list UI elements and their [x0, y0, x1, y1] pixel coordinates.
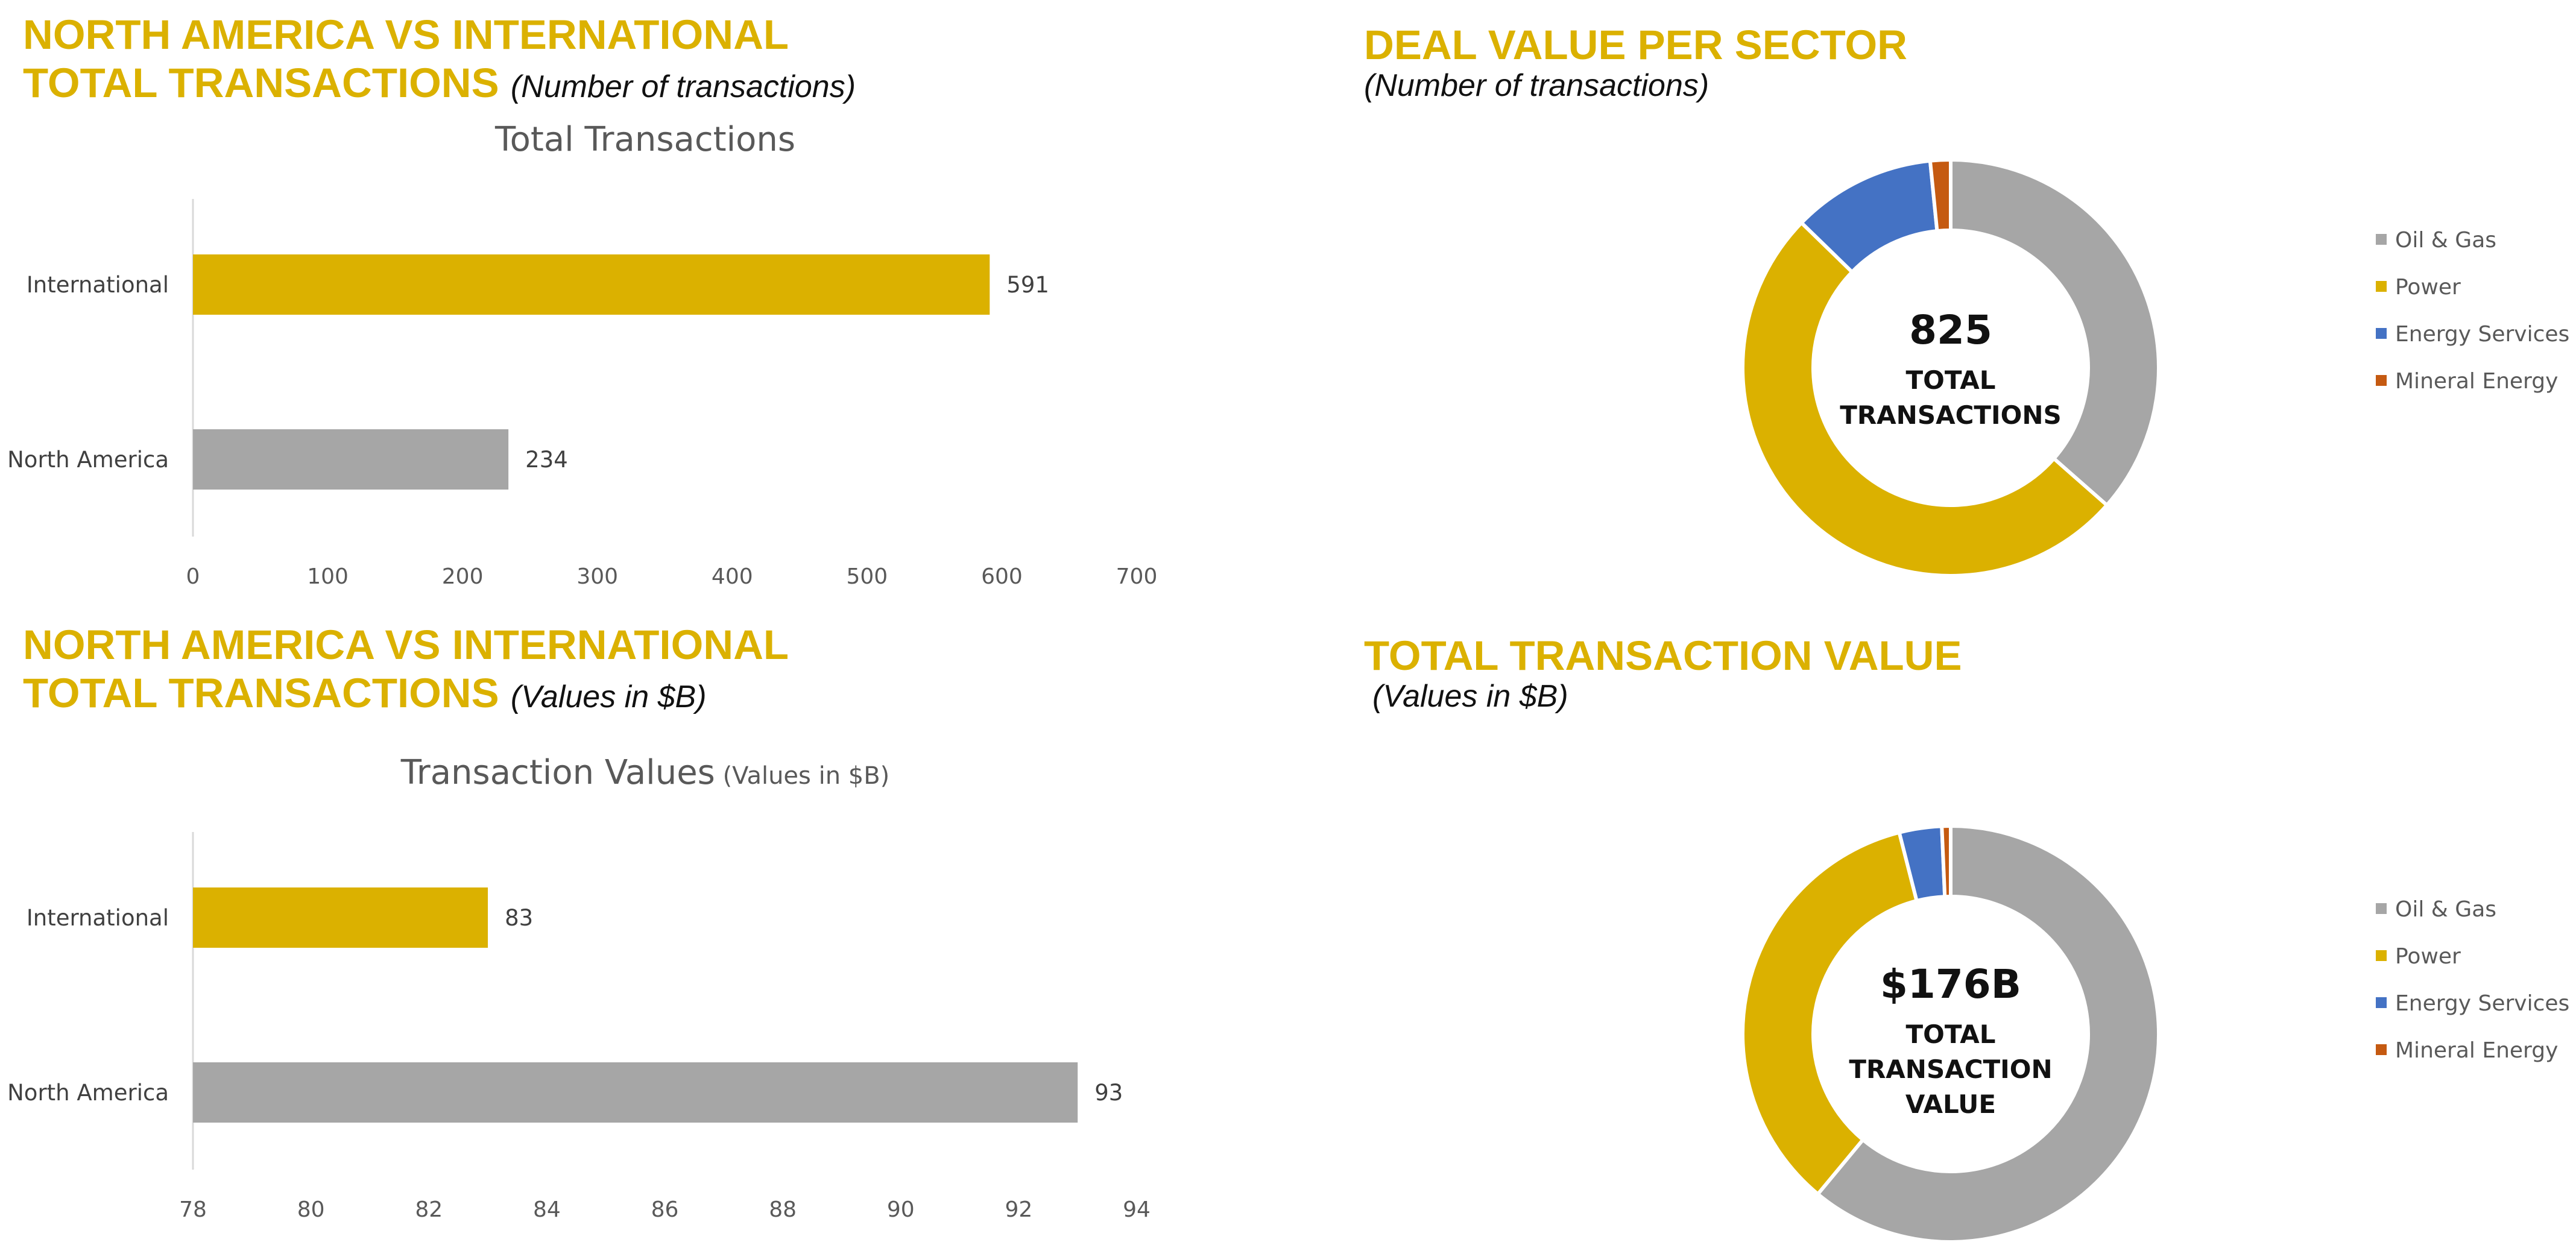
transaction-value-slice-mineral-energy [1940, 824, 1953, 899]
total-transactions-tick-label: 700 [1116, 564, 1158, 589]
transaction-value-legend-label: Energy Services [2395, 991, 2569, 1016]
transaction-values-category-label: North America [7, 1080, 169, 1106]
deal-value-donut-chart: 825 TOTAL TRANSACTIONS Oil & Gas Power Energy… [1741, 157, 2569, 578]
transaction-value-legend-label: Mineral Energy [2395, 1038, 2558, 1063]
transaction-values-data-label: 93 [1094, 1080, 1123, 1106]
deal-value-center-value: 825 [1909, 307, 1992, 353]
transaction-values-tick-label: 92 [1005, 1197, 1032, 1222]
transaction-value-legend-label: Oil & Gas [2395, 897, 2496, 922]
deal-value-center-label-line: TOTAL [1905, 365, 1995, 395]
transaction-values-title: Transaction Values (Values in $B) [400, 753, 890, 792]
deal-value-legend-swatch [2376, 375, 2387, 386]
br-heading-sub: (Values in $B) [1372, 679, 1568, 714]
tl-heading: NORTH AMERICA VS INTERNATIONAL TOTAL TRA… [23, 11, 856, 111]
transaction-value-donut-chart: $176B TOTAL TRANSACTION VALUE Oil & Gas Power… [1741, 824, 2569, 1244]
transaction-value-center-label-line: VALUE [1905, 1089, 1996, 1119]
total-transactions-bar-north-america [193, 429, 509, 490]
deal-value-center-label-line: TRANSACTIONS [1840, 400, 2062, 430]
transaction-value-slice-oil-gas [1815, 824, 2161, 1244]
deal-value-legend-label: Energy Services [2395, 322, 2569, 347]
total-transactions-title-main: Total Transactions [494, 120, 795, 159]
transaction-values-tick-label: 84 [533, 1197, 561, 1222]
transaction-values-title-main: Transaction Values [400, 753, 715, 792]
transaction-value-legend-label: Power [2395, 944, 2461, 969]
transaction-value-legend-swatch [2376, 950, 2387, 961]
total-transactions-tick-label: 200 [442, 564, 484, 589]
tl-heading-line1: NORTH AMERICA VS INTERNATIONAL [23, 11, 789, 58]
transaction-values-tick-label: 82 [415, 1197, 443, 1222]
deal-value-legend-label: Power [2395, 275, 2461, 300]
bl-heading-line2: TOTAL TRANSACTIONS (Values in $B) [23, 669, 789, 721]
deal-value-legend-label: Oil & Gas [2395, 228, 2496, 253]
deal-value-slice-mineral-energy [1928, 157, 1953, 233]
transaction-values-tick-label: 80 [297, 1197, 325, 1222]
tr-heading: DEAL VALUE PER SECTOR [1364, 22, 1907, 68]
transaction-values-tick-label: 88 [769, 1197, 797, 1222]
total-transactions-tick-label: 100 [307, 564, 349, 589]
transaction-value-center-value: $176B [1880, 961, 2021, 1007]
transaction-value-center-label-line: TRANSACTION [1849, 1054, 2052, 1084]
bl-heading-line1: NORTH AMERICA VS INTERNATIONAL [23, 622, 789, 668]
total-transactions-title: Total Transactions [494, 120, 795, 159]
transaction-values-bar-north-america [193, 1062, 1078, 1123]
transaction-values-data-label: 83 [505, 905, 533, 931]
bl-heading: NORTH AMERICA VS INTERNATIONAL TOTAL TRA… [23, 621, 789, 721]
transaction-value-legend-swatch [2376, 1044, 2387, 1055]
transaction-values-bar-chart: Transaction Values (Values in $B) 78 80 82 8… [7, 753, 1151, 1222]
total-transactions-data-label: 591 [1006, 272, 1049, 298]
total-transactions-bar-international [193, 254, 990, 315]
transaction-value-center-label-line: TOTAL [1905, 1020, 1995, 1049]
total-transactions-tick-label: 600 [981, 564, 1023, 589]
total-transactions-category-label: North America [7, 447, 169, 473]
deal-value-legend-swatch [2376, 234, 2387, 245]
transaction-values-tick-label: 86 [651, 1197, 679, 1222]
total-transactions-tick-label: 400 [712, 564, 753, 589]
deal-value-slice-power [1741, 220, 2110, 578]
transaction-values-bar-international [193, 887, 488, 948]
deal-value-slice-oil-gas [1949, 157, 2161, 508]
total-transactions-tick-label: 300 [576, 564, 618, 589]
tl-heading-line2: TOTAL TRANSACTIONS (Number of transactio… [23, 59, 856, 111]
total-transactions-data-label: 234 [525, 447, 568, 473]
transaction-values-tick-label: 78 [179, 1197, 207, 1222]
transaction-value-legend-swatch [2376, 997, 2387, 1008]
transaction-values-title-suffix: (Values in $B) [715, 762, 889, 790]
tr-heading-sub: (Number of transactions) [1364, 68, 1709, 103]
tl-heading-sub: (Number of transactions) [510, 69, 856, 104]
total-transactions-category-label: International [27, 272, 169, 298]
deal-value-legend-swatch [2376, 328, 2387, 339]
tl-heading-line2-text: TOTAL TRANSACTIONS [23, 60, 499, 106]
bl-heading-sub: (Values in $B) [510, 679, 707, 714]
deal-value-legend-label: Mineral Energy [2395, 369, 2558, 394]
total-transactions-tick-label: 0 [186, 564, 200, 589]
total-transactions-tick-label: 500 [846, 564, 888, 589]
total-transactions-bar-chart: Total Transactions 0 100 200 300 400 500 600 700… [7, 120, 1158, 589]
deal-value-legend-swatch [2376, 281, 2387, 292]
transaction-values-tick-label: 94 [1123, 1197, 1151, 1222]
bl-heading-line2-text: TOTAL TRANSACTIONS [23, 670, 499, 716]
transaction-values-tick-label: 90 [887, 1197, 915, 1222]
br-heading: TOTAL TRANSACTION VALUE [1364, 632, 1962, 679]
transaction-values-category-label: International [27, 905, 169, 931]
transaction-value-slice-power [1741, 830, 1919, 1197]
transaction-value-legend-swatch [2376, 903, 2387, 914]
